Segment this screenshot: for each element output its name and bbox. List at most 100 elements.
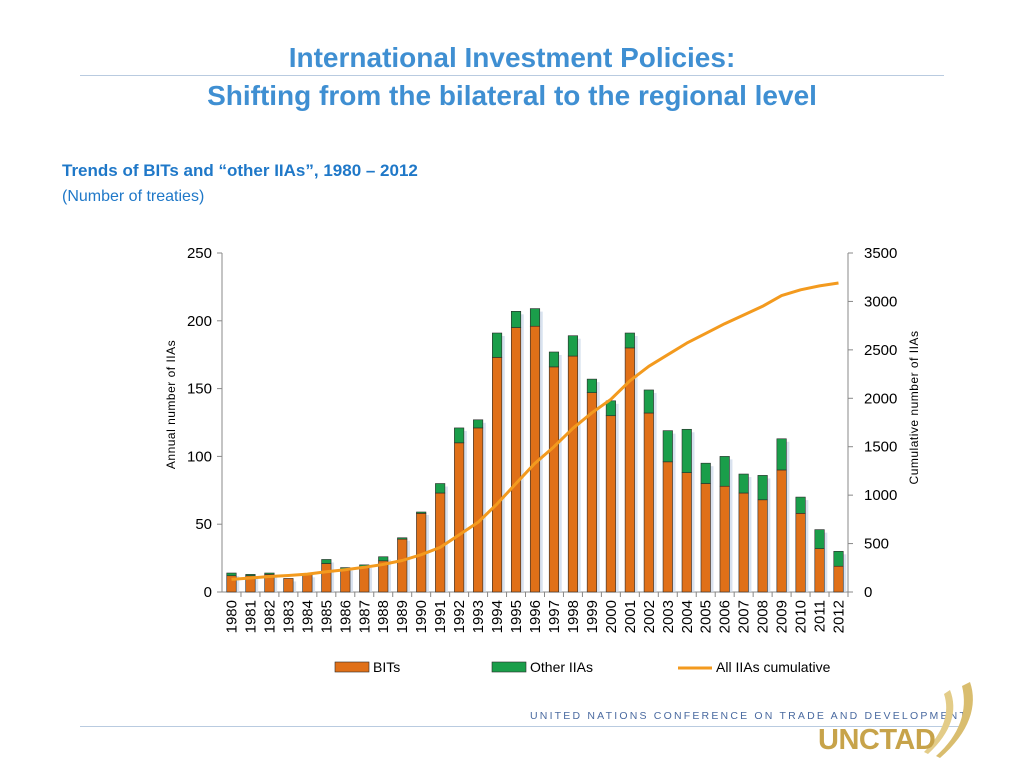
legend-swatch-bits xyxy=(334,661,370,673)
x-tick-label: 2002 xyxy=(641,600,658,633)
bar-bits xyxy=(359,567,370,593)
bar-other-iias xyxy=(321,559,332,564)
slide-title-line-1: International Investment Policies: xyxy=(288,42,736,73)
bar-bits xyxy=(510,327,522,593)
bar-other-iias xyxy=(662,430,673,463)
x-tick-label: 1998 xyxy=(565,600,582,633)
bar-other-iias xyxy=(757,475,768,501)
right-tick-label: 500 xyxy=(864,536,889,553)
bar-other-iias xyxy=(397,537,408,540)
bar-other-iias xyxy=(548,351,560,368)
bar-bits xyxy=(700,483,711,593)
bar-bits xyxy=(567,355,578,593)
bar-bits xyxy=(643,412,654,593)
bar-other-iias xyxy=(510,311,522,328)
x-tick-label: 1994 xyxy=(489,600,506,633)
legend-label-bits: BITs xyxy=(373,659,400,675)
bar-bits xyxy=(586,392,597,593)
y2-axis-label: Cumulative number of IIAs xyxy=(907,331,921,485)
bar-other-iias xyxy=(795,496,806,514)
right-tick-label: 3500 xyxy=(864,245,897,262)
bar-bits xyxy=(681,472,692,593)
x-tick-label: 2010 xyxy=(793,600,810,633)
x-tick-label: 1982 xyxy=(261,600,278,633)
bar-bits xyxy=(492,357,503,593)
bar-other-iias xyxy=(643,389,654,414)
bar-other-iias xyxy=(529,308,541,327)
cumulative-line xyxy=(231,281,839,581)
legend-label-cumulative: All IIAs cumulative xyxy=(716,659,831,675)
bar-bits xyxy=(738,492,749,593)
right-tick-label: 2000 xyxy=(864,390,897,407)
legend-label-other-iias: Other IIAs xyxy=(530,659,593,675)
logo-wordmark: UNCTAD xyxy=(818,724,936,756)
bar-bits xyxy=(302,574,313,593)
bar-other-iias xyxy=(264,572,275,575)
logo-swoosh-icon xyxy=(924,682,973,758)
footer-divider xyxy=(80,726,960,727)
x-tick-label: 2012 xyxy=(831,600,848,633)
x-tick-label: 1984 xyxy=(299,600,316,633)
x-tick-label: 1993 xyxy=(470,600,487,633)
chart-subtitle: (Number of treaties) xyxy=(62,188,205,205)
x-tick-label: 1989 xyxy=(394,600,411,633)
x-tick-label: 1992 xyxy=(451,600,468,633)
bar-bits xyxy=(548,366,560,593)
organization-name: UNITED NATIONS CONFERENCE ON TRADE AND D… xyxy=(530,710,969,722)
bar-bits xyxy=(321,563,332,593)
bar-bits xyxy=(814,548,825,593)
title-divider xyxy=(80,75,944,76)
x-tick-label: 1995 xyxy=(508,600,525,633)
bar-other-iias xyxy=(454,427,465,444)
unctad-logo: UNCTAD xyxy=(810,680,990,762)
x-tick-label: 1983 xyxy=(280,600,297,633)
bar-bits xyxy=(473,427,484,593)
right-tick-label: 1000 xyxy=(864,487,897,504)
x-tick-label: 2005 xyxy=(698,600,715,633)
x-tick-label: 1997 xyxy=(546,600,563,633)
left-tick-label: 0 xyxy=(204,584,212,601)
bar-other-iias xyxy=(586,378,597,393)
bar-other-iias xyxy=(378,556,389,562)
y-axis-label: Annual number of IIAs xyxy=(164,340,178,469)
x-tick-label: 1980 xyxy=(223,600,240,633)
slide-title-line-2: Shifting from the bilateral to the regio… xyxy=(207,80,817,111)
bar-bits xyxy=(833,565,844,593)
x-tick-label: 1990 xyxy=(413,600,430,633)
x-tick-label: 2008 xyxy=(755,600,772,633)
x-tick-label: 1999 xyxy=(584,600,601,633)
x-tick-label: 2007 xyxy=(736,600,753,633)
bar-bits xyxy=(662,461,673,593)
bar-other-iias xyxy=(435,483,446,494)
legend-swatch-other-iias xyxy=(491,661,527,673)
bar-bits xyxy=(283,578,294,593)
right-tick-label: 0 xyxy=(864,584,872,601)
bar-other-iias xyxy=(416,511,427,514)
bar-other-iias xyxy=(681,428,692,473)
bar-other-iias xyxy=(624,332,635,349)
bar-other-iias xyxy=(719,456,730,487)
bar-bits xyxy=(776,469,787,593)
bar-other-iias xyxy=(776,438,787,471)
left-tick-label: 150 xyxy=(187,381,212,398)
bar-other-iias xyxy=(833,551,844,567)
x-tick-label: 2011 xyxy=(812,600,829,632)
bar-other-iias xyxy=(567,335,578,357)
left-tick-label: 100 xyxy=(187,448,212,465)
right-tick-label: 2500 xyxy=(864,342,897,359)
bar-bits xyxy=(397,538,408,593)
right-tick-label: 1500 xyxy=(864,439,897,456)
x-tick-label: 1991 xyxy=(432,600,449,633)
left-tick-label: 50 xyxy=(195,516,212,533)
x-tick-label: 2009 xyxy=(774,600,791,633)
x-tick-label: 1996 xyxy=(527,600,544,633)
x-tick-label: 2000 xyxy=(603,600,620,633)
bar-other-iias xyxy=(226,572,237,577)
bar-bits xyxy=(719,485,730,593)
x-tick-label: 1987 xyxy=(356,600,373,633)
bar-other-iias xyxy=(473,419,484,429)
bar-other-iias xyxy=(700,462,711,484)
x-tick-label: 1985 xyxy=(318,600,335,633)
bar-bits xyxy=(795,513,806,593)
